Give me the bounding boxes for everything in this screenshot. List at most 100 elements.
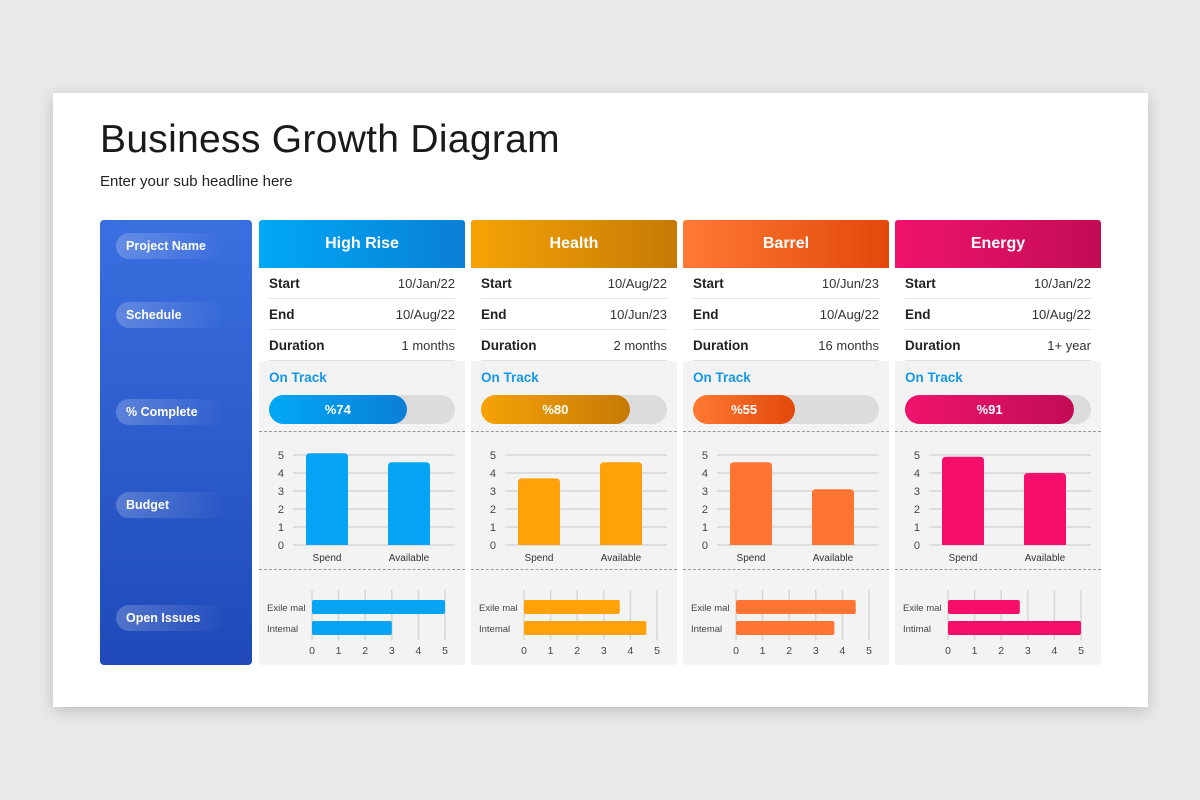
y-tick-label: 2: [278, 504, 284, 516]
status-text: On Track: [693, 370, 751, 385]
x-tick-label: 4: [415, 645, 421, 657]
y-tick-label: 0: [914, 540, 920, 552]
x-category-label: Available: [601, 553, 642, 564]
end-label: End: [693, 306, 719, 322]
issue-bar: [736, 600, 856, 614]
divider: [683, 431, 889, 432]
label-open-issues: Open Issues: [116, 605, 226, 631]
x-tick-label: 1: [336, 645, 342, 657]
project-header: Health: [471, 220, 677, 268]
y-tick-label: 1: [278, 522, 284, 534]
divider: [471, 431, 677, 432]
duration-row: Duration 2 months: [481, 330, 667, 361]
y-category-label: Intemal: [479, 624, 510, 635]
start-row: Start 10/Aug/22: [481, 268, 667, 299]
issue-bar: [524, 621, 647, 635]
y-tick-label: 0: [702, 540, 708, 552]
duration-row: Duration 1+ year: [905, 330, 1091, 361]
y-tick-label: 5: [702, 450, 708, 462]
budget-chart: 0 1 2 3 4 5 Spend Available: [278, 450, 455, 564]
y-category-label: Exile mal: [267, 603, 306, 614]
start-label: Start: [269, 275, 300, 291]
x-tick-label: 1: [548, 645, 554, 657]
y-tick-label: 4: [702, 468, 708, 480]
start-value: 10/Jun/23: [821, 275, 879, 291]
open-issues-chart: 0 1 2 3 4 5 Exile mal Intemal: [691, 590, 872, 657]
x-category-label: Spend: [313, 553, 342, 564]
y-category-label: Intimal: [903, 624, 931, 635]
budget-bar: [812, 489, 854, 545]
y-tick-label: 0: [278, 540, 284, 552]
y-tick-label: 3: [278, 486, 284, 498]
end-row: End 10/Jun/23: [481, 299, 667, 330]
divider: [259, 569, 465, 570]
x-category-label: Available: [1025, 553, 1066, 564]
start-label: Start: [693, 275, 724, 291]
y-category-label: Exile mal: [691, 603, 730, 614]
duration-label: Duration: [269, 337, 325, 353]
end-value: 10/Aug/22: [395, 306, 455, 322]
end-value: 10/Aug/22: [819, 306, 879, 322]
label-project-name: Project Name: [116, 233, 226, 259]
x-tick-label: 4: [839, 645, 845, 657]
divider: [895, 431, 1101, 432]
y-tick-label: 4: [914, 468, 920, 480]
y-category-label: Intemal: [691, 624, 722, 635]
x-tick-label: 0: [733, 645, 739, 657]
start-row: Start 10/Jan/22: [905, 268, 1091, 299]
x-tick-label: 2: [362, 645, 368, 657]
divider: [471, 569, 677, 570]
page-title: Business Growth Diagram: [100, 118, 560, 161]
duration-value: 16 months: [818, 337, 879, 353]
budget-bar: [730, 462, 772, 545]
project-column: Health Start 10/Aug/22 End 10/Jun/23 Durat…: [471, 220, 677, 665]
duration-value: 2 months: [613, 337, 667, 353]
x-tick-label: 5: [654, 645, 660, 657]
open-issues-chart: 0 1 2 3 4 5 Exile mal Intimal: [903, 590, 1084, 657]
page-subtitle: Enter your sub headline here: [100, 173, 293, 190]
project-header: High Rise: [259, 220, 465, 268]
label-schedule: Schedule: [116, 302, 226, 328]
start-value: 10/Aug/22: [607, 275, 667, 291]
project-column: High Rise Start 10/Jan/22 End 10/Aug/22 Du…: [259, 220, 465, 665]
open-issues-chart: 0 1 2 3 4 5 Exile mal Intemal: [267, 590, 448, 657]
issue-bar: [948, 600, 1020, 614]
end-label: End: [481, 306, 507, 322]
x-tick-label: 3: [813, 645, 819, 657]
x-tick-label: 1: [972, 645, 978, 657]
y-tick-label: 1: [702, 522, 708, 534]
progress-fill: %74: [269, 395, 407, 424]
progress-fill: %80: [481, 395, 630, 424]
x-category-label: Spend: [525, 553, 554, 564]
project-column: Energy Start 10/Jan/22 End 10/Aug/22 Durat…: [895, 220, 1101, 665]
progress-bar: %80: [481, 395, 667, 424]
label-budget: Budget: [116, 492, 226, 518]
y-tick-label: 5: [914, 450, 920, 462]
status-text: On Track: [481, 370, 539, 385]
y-tick-label: 0: [490, 540, 496, 552]
y-tick-label: 2: [914, 504, 920, 516]
end-row: End 10/Aug/22: [693, 299, 879, 330]
start-label: Start: [481, 275, 512, 291]
budget-chart: 0 1 2 3 4 5 Spend Available: [914, 450, 1091, 564]
y-tick-label: 3: [490, 486, 496, 498]
open-issues-chart: 0 1 2 3 4 5 Exile mal Intemal: [479, 590, 660, 657]
end-label: End: [269, 306, 295, 322]
x-tick-label: 2: [998, 645, 1004, 657]
status-text: On Track: [269, 370, 327, 385]
duration-label: Duration: [693, 337, 749, 353]
y-tick-label: 3: [914, 486, 920, 498]
end-label: End: [905, 306, 931, 322]
x-category-label: Spend: [949, 553, 978, 564]
x-tick-label: 0: [521, 645, 527, 657]
y-category-label: Exile mal: [903, 603, 942, 614]
x-category-label: Available: [389, 553, 430, 564]
progress-fill: %91: [905, 395, 1075, 424]
x-category-label: Available: [813, 553, 854, 564]
duration-value: 1 months: [401, 337, 455, 353]
y-tick-label: 5: [490, 450, 496, 462]
issue-bar: [736, 621, 835, 635]
end-value: 10/Aug/22: [1031, 306, 1091, 322]
duration-label: Duration: [905, 337, 961, 353]
budget-chart: 0 1 2 3 4 5 Spend Available: [702, 450, 879, 564]
